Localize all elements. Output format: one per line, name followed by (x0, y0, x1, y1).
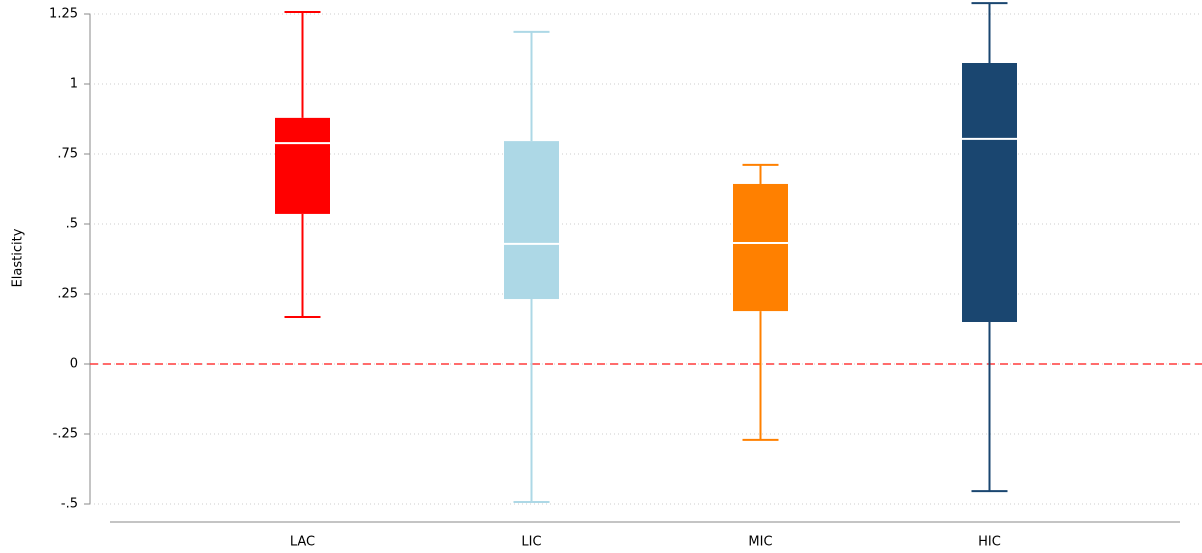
y-tick-label: -.5 (61, 497, 78, 512)
x-tick-label: LAC (290, 535, 315, 550)
box (504, 141, 559, 300)
box (733, 183, 788, 312)
y-tick-label: .25 (57, 287, 78, 302)
y-tick-label: 0 (70, 357, 78, 372)
x-tick-label: HIC (978, 535, 1001, 550)
y-tick-label: 1.25 (49, 7, 78, 22)
x-tick-label: LIC (521, 535, 541, 550)
y-tick-label: .5 (66, 217, 78, 232)
y-axis-label: Elasticity (11, 228, 26, 287)
y-tick-label: .75 (57, 147, 78, 162)
x-tick-label: MIC (748, 535, 772, 550)
y-tick-label: -.25 (53, 427, 78, 442)
box (962, 63, 1017, 322)
y-tick-label: 1 (70, 77, 78, 92)
box (275, 117, 330, 214)
